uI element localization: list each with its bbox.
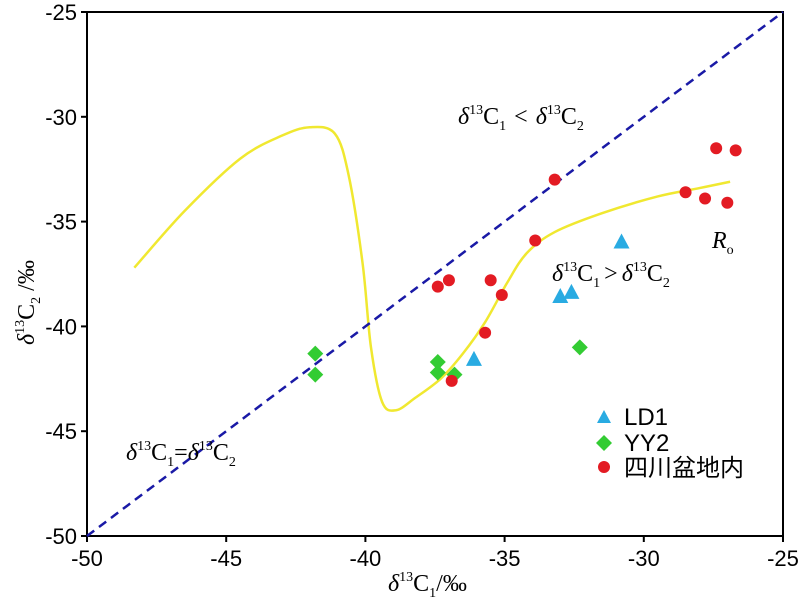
point-sichuan [721, 196, 734, 209]
ro-trend-curve [133, 125, 731, 412]
y-tick-label: -35 [45, 210, 77, 235]
annotation-c1-greater-c2: δ13C1 > δ13C2 [552, 260, 670, 291]
y-tick-label: -45 [45, 419, 77, 444]
axis-ticks: -50 -45 -40 -35 -30 -25 -50 -45 -40 -35 -30 -25 [45, 0, 799, 571]
point-sichuan [729, 144, 742, 157]
point-yy2 [307, 366, 324, 383]
x-tick-label: -45 [210, 546, 242, 571]
x-tick-label: -25 [767, 546, 799, 571]
point-sichuan [529, 234, 542, 247]
plot-frame [86, 11, 784, 537]
point-yy2 [571, 339, 588, 356]
legend-marker-sichuan [598, 461, 610, 473]
ro-label: Ro [711, 228, 734, 258]
legend: LD1 YY2 四川盆地内 [596, 404, 744, 482]
y-tick-label: -30 [45, 105, 77, 130]
point-yy2 [429, 354, 446, 371]
point-sichuan [679, 186, 692, 199]
point-sichuan [442, 274, 455, 287]
point-sichuan [710, 142, 723, 155]
x-tick-label: -35 [489, 546, 521, 571]
legend-item-yy2: YY2 [596, 430, 669, 457]
point-sichuan [484, 274, 497, 287]
point-ld1 [465, 350, 482, 366]
y-tick-label: -40 [45, 314, 77, 339]
x-tick-label: -40 [350, 546, 382, 571]
point-sichuan [479, 326, 492, 339]
legend-marker-yy2 [596, 435, 612, 451]
point-sichuan [431, 280, 444, 293]
point-sichuan [699, 192, 712, 205]
point-sichuan [495, 288, 508, 301]
legend-label-ld1: LD1 [624, 404, 668, 431]
data-points [307, 142, 742, 387]
point-yy2 [307, 345, 324, 362]
legend-marker-ld1 [597, 410, 611, 423]
y-axis-label: δ13C2 /‰ [13, 260, 44, 345]
x-axis-label: δ13C1/‰ [388, 570, 467, 599]
y-tick-label: -50 [45, 524, 77, 549]
point-sichuan [445, 374, 458, 387]
annotation-c1-equal-c2: δ13C1=δ13C2 [126, 439, 236, 470]
annotation-c1-less-c2: δ13C1 < δ13C2 [458, 103, 584, 134]
equality-reference-line [86, 11, 784, 537]
y-tick-label: -25 [45, 0, 77, 25]
legend-label-yy2: YY2 [624, 430, 669, 457]
legend-item-sichuan: 四川盆地内 [598, 455, 744, 482]
point-yy2 [429, 364, 446, 381]
trend-curve-layer [133, 125, 731, 412]
x-tick-label: -50 [71, 546, 103, 571]
point-sichuan [548, 173, 561, 186]
legend-item-ld1: LD1 [597, 404, 668, 431]
point-ld1 [563, 283, 580, 299]
legend-label-sichuan: 四川盆地内 [624, 455, 744, 482]
x-tick-label: -30 [628, 546, 660, 571]
reference-line-layer [86, 11, 784, 537]
point-ld1 [552, 288, 569, 304]
point-ld1 [613, 233, 630, 249]
